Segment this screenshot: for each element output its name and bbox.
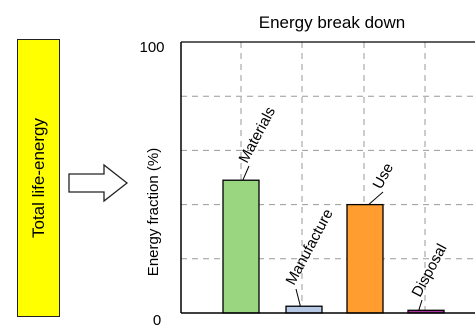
chart-title: Energy break down	[259, 13, 405, 32]
y-tick-label-100: 100	[139, 39, 164, 56]
bar-manufacture	[285, 305, 323, 314]
total-life-energy-box	[17, 39, 60, 317]
y-tick-label-0: 0	[153, 312, 161, 328]
y-tick-labels: 100 0	[139, 39, 164, 328]
axes	[180, 41, 475, 314]
leader-line-disposal	[418, 299, 423, 311]
leader-lines	[242, 165, 423, 311]
right-arrow-icon	[68, 163, 129, 203]
category-label-materials: Materials	[236, 104, 280, 166]
category-label-disposal: Disposal	[409, 241, 451, 300]
category-label-manufacture: Manufacture	[283, 206, 337, 288]
bars	[222, 179, 445, 314]
bar-materials	[222, 179, 260, 314]
category-label-use: Use	[370, 160, 398, 192]
leader-line-materials	[242, 165, 250, 181]
bar-use	[346, 203, 384, 314]
leader-line-use	[368, 191, 384, 205]
leader-line-manufacture	[295, 288, 301, 307]
y-axis-label: Energy fraction (%)	[145, 148, 162, 276]
